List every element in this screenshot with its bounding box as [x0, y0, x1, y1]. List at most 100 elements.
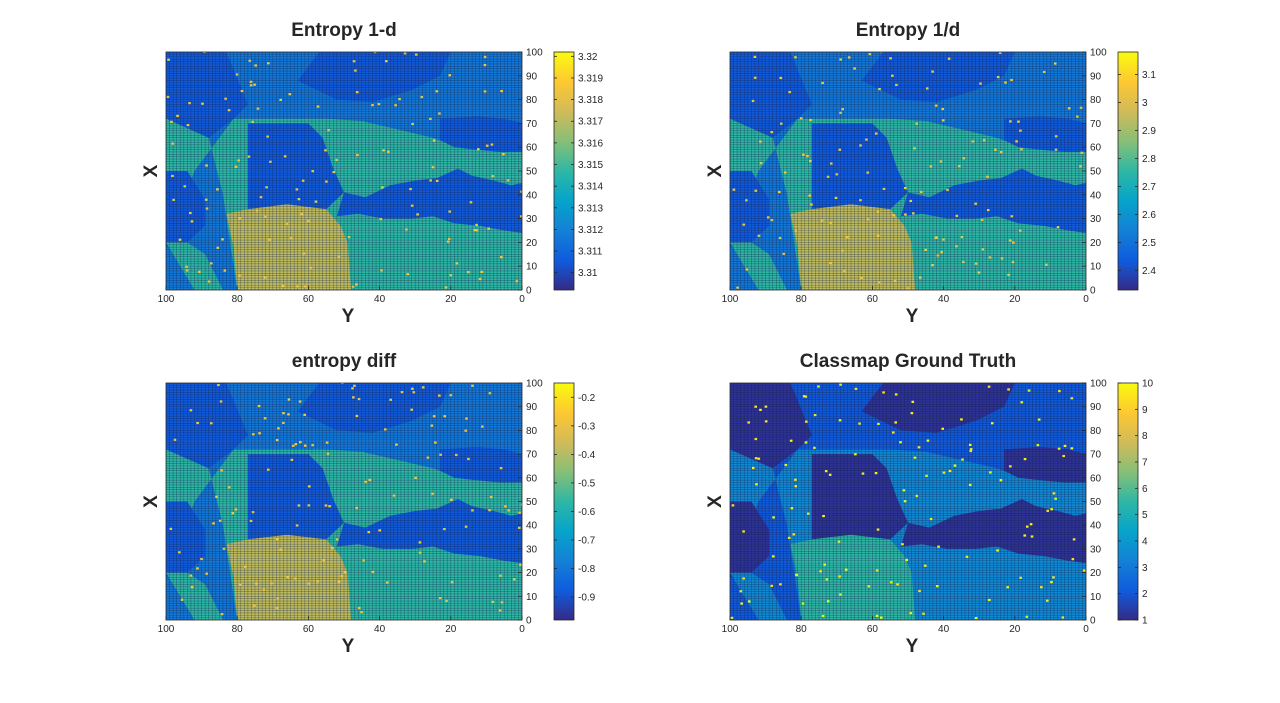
hot-pixel	[1061, 616, 1065, 619]
colorbar-tick-label: 10	[1142, 379, 1154, 390]
hot-pixel	[515, 280, 519, 283]
hot-pixel	[806, 512, 810, 515]
hot-pixel	[412, 391, 416, 394]
hot-pixel	[1000, 257, 1004, 260]
hot-pixel	[802, 153, 805, 156]
hot-pixel	[844, 568, 848, 571]
hot-pixel	[764, 420, 768, 423]
hot-pixel	[994, 148, 997, 151]
hot-pixel	[947, 57, 951, 60]
hot-pixel	[279, 98, 283, 102]
hot-pixel	[180, 598, 184, 601]
hot-pixel	[303, 444, 307, 447]
y-tick-label: 70	[526, 119, 538, 130]
hot-pixel	[410, 408, 414, 411]
hot-pixel	[190, 220, 194, 223]
colorbar: -0.9 -0.8 -0.7 -0.6 -0.5 -0.4 -0.3 -0.2	[553, 382, 596, 621]
hot-pixel	[1072, 538, 1076, 541]
y-tick-label: 10	[1090, 592, 1102, 603]
hot-pixel	[962, 157, 966, 160]
colorbar-tick-label: -0.6	[578, 507, 596, 518]
hot-pixel	[249, 519, 253, 523]
hot-pixel	[904, 213, 907, 216]
hot-pixel	[207, 280, 211, 283]
hot-pixel	[311, 170, 315, 173]
hot-pixel	[996, 549, 999, 552]
hot-pixel	[893, 279, 897, 283]
colorbar-tick-label: 3.318	[578, 95, 603, 106]
hot-pixel	[996, 75, 1000, 79]
hot-pixel	[296, 285, 299, 288]
hot-pixel	[867, 585, 871, 588]
hot-pixel	[742, 530, 745, 533]
hot-pixel	[839, 58, 842, 61]
y-tick-label: 100	[526, 48, 543, 59]
colorbar-tick-label: 9	[1142, 405, 1148, 416]
hot-pixel	[282, 421, 285, 424]
hot-pixel	[487, 227, 491, 230]
hot-pixel	[879, 616, 883, 619]
hot-pixel	[1020, 148, 1023, 151]
hot-pixel	[483, 55, 487, 59]
hot-pixel	[475, 229, 479, 232]
heatmap-region	[336, 168, 522, 233]
colorbar-tick-label: -0.5	[578, 478, 596, 489]
hot-pixel	[353, 384, 356, 387]
hot-pixel	[190, 586, 194, 589]
hot-pixel	[429, 117, 432, 121]
x-axis-label: Y	[342, 636, 355, 657]
hot-pixel	[411, 122, 414, 126]
heatmap-region	[811, 454, 908, 545]
hot-pixel	[924, 248, 928, 251]
colorbar-tick-label: 7	[1142, 458, 1148, 469]
hot-pixel	[770, 584, 773, 587]
y-tick-label: 30	[1090, 214, 1102, 225]
hot-pixel	[447, 237, 451, 241]
x-tick-label: 20	[445, 624, 457, 635]
hot-pixel	[772, 516, 775, 519]
hot-pixel	[853, 67, 856, 70]
colorbar-tick-label: 3.317	[578, 117, 603, 128]
hot-pixel	[745, 199, 748, 202]
hot-pixel	[779, 122, 783, 125]
hot-pixel	[941, 107, 945, 111]
hot-pixel	[835, 173, 839, 176]
hot-pixel	[392, 494, 396, 497]
x-tick-label: 80	[232, 294, 244, 305]
x-tick-label: 60	[867, 294, 879, 305]
hot-pixel	[923, 564, 927, 567]
hot-pixel	[913, 456, 917, 459]
hot-pixel	[935, 236, 938, 239]
hot-pixel	[196, 421, 199, 425]
hot-pixel	[186, 123, 190, 127]
hot-pixel	[779, 583, 782, 586]
hot-pixel	[287, 413, 290, 416]
hot-pixel	[817, 385, 820, 388]
hot-pixel	[980, 218, 984, 221]
hot-pixel	[270, 582, 273, 585]
hot-pixel	[859, 144, 862, 147]
y-tick-label: 100	[1090, 379, 1107, 390]
hot-pixel	[337, 580, 341, 583]
heatmap-region	[900, 168, 1086, 233]
hot-pixel	[324, 149, 327, 152]
hot-pixel	[512, 578, 516, 581]
hot-pixel	[918, 589, 921, 593]
hot-pixel	[979, 82, 982, 85]
hot-pixel	[297, 198, 301, 201]
subplot-1: 100 80 60 40 20 00 10 20 30 40 50 60 70 80 90 100 Entrop…	[141, 20, 603, 327]
hot-pixel	[263, 417, 267, 420]
hot-pixel	[829, 261, 832, 265]
hot-pixel	[788, 90, 791, 94]
hot-pixel	[1070, 397, 1074, 400]
y-tick-label: 50	[526, 497, 538, 508]
hot-pixel	[846, 235, 850, 238]
heatmap-region	[730, 383, 1086, 620]
hot-pixel	[291, 444, 295, 447]
hot-pixel	[352, 60, 356, 63]
hot-pixel	[444, 286, 448, 289]
hot-pixel	[882, 391, 885, 394]
hot-pixel	[961, 458, 964, 461]
heatmap-region	[166, 171, 206, 248]
